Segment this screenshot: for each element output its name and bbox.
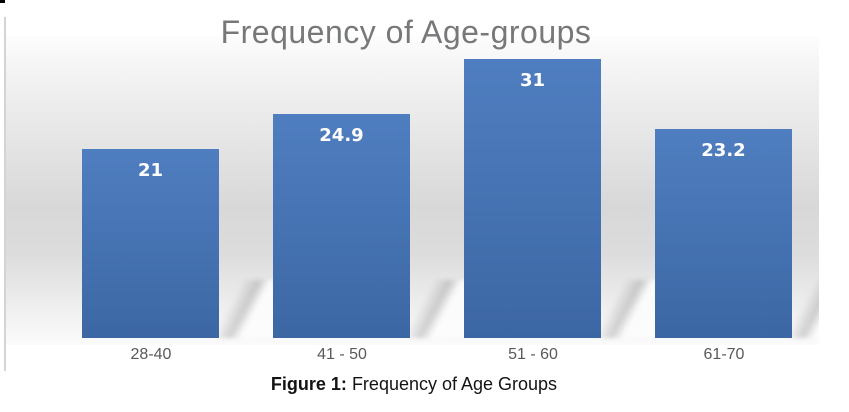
figure-caption: Figure 1: Frequency of Age Groups xyxy=(0,374,849,395)
bar-51 - 60: 31 xyxy=(464,59,601,338)
bar-28-40: 21 xyxy=(82,149,219,338)
bar-value-label: 23.2 xyxy=(701,140,746,161)
bar-shadow xyxy=(218,280,276,338)
bar-shadow xyxy=(600,280,658,338)
bar-41 - 50: 24.9 xyxy=(273,114,410,338)
chart-title: Frequency of Age-groups xyxy=(220,14,592,50)
x-axis-label-41 - 50: 41 - 50 xyxy=(317,346,367,363)
figure-caption-text: Frequency of Age Groups xyxy=(346,374,558,394)
bar-shadow xyxy=(409,280,467,338)
x-axis-label-28-40: 28-40 xyxy=(130,346,172,363)
bar-61-70: 23.2 xyxy=(655,129,792,338)
bar-value-label: 24.9 xyxy=(319,125,364,146)
x-axis-label-51 - 60: 51 - 60 xyxy=(508,346,558,363)
x-axis: 28-40 41 - 50 51 - 60 61-70 xyxy=(0,346,849,368)
bar-value-label: 31 xyxy=(519,70,546,91)
left-border-line xyxy=(4,17,6,371)
plot-wall: 21 24.9 31 23.2 xyxy=(6,36,819,345)
x-axis-label-61-70: 61-70 xyxy=(703,346,745,363)
figure-caption-prefix: Figure 1: xyxy=(270,374,347,394)
bar-shadow xyxy=(791,280,819,338)
corner-artifact xyxy=(0,0,5,3)
bar-value-label: 21 xyxy=(137,160,164,181)
